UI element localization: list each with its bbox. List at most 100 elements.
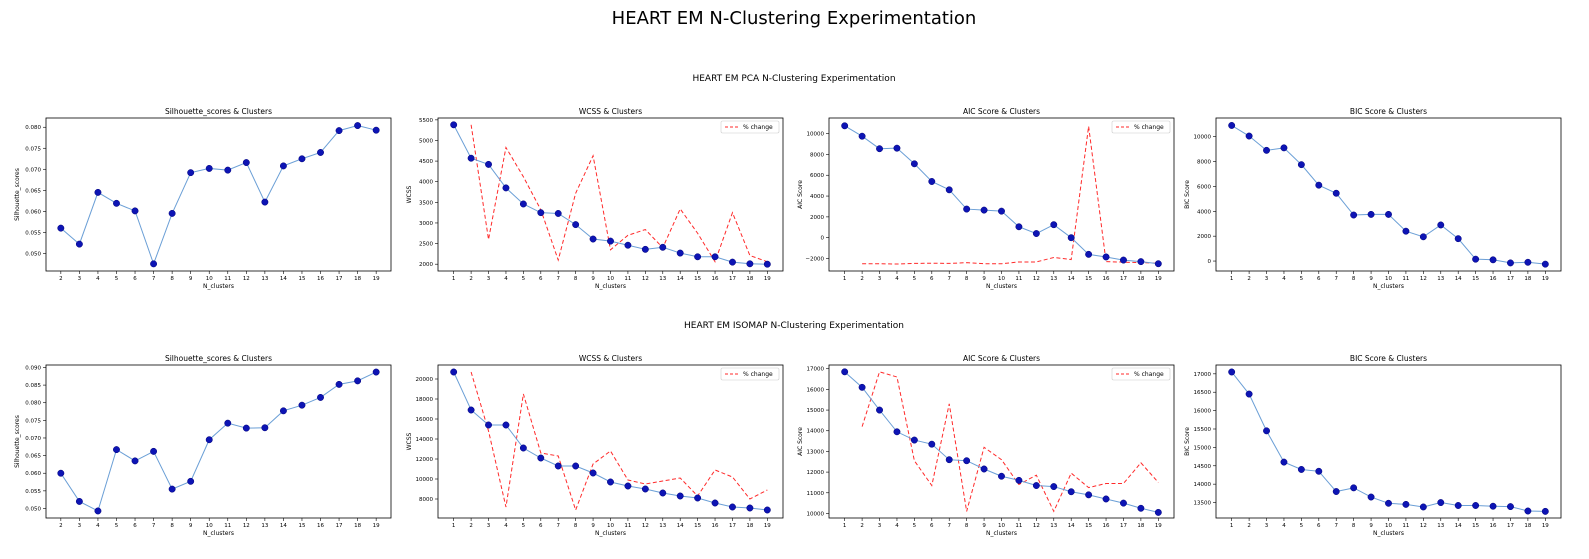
data-point <box>224 166 232 174</box>
y-tick-label: 3500 <box>419 200 433 206</box>
y-tick-label: 2000 <box>1197 234 1211 240</box>
x-tick-label: 10 <box>998 276 1005 282</box>
x-tick-label: 5 <box>115 276 119 282</box>
x-tick-label: 16 <box>1103 523 1110 529</box>
x-tick-label: 13 <box>261 523 268 529</box>
x-tick-label: 12 <box>243 276 250 282</box>
x-axis-label: N_clusters <box>595 530 626 537</box>
data-point <box>1454 502 1462 509</box>
data-point <box>729 258 736 266</box>
x-tick-label: 6 <box>930 276 934 282</box>
legend-box <box>720 120 780 134</box>
x-tick-label: 7 <box>1334 276 1338 282</box>
data-point <box>242 424 250 432</box>
x-tick-label: 6 <box>1317 523 1321 529</box>
x-tick-label: 3 <box>878 276 882 282</box>
x-tick-label: 18 <box>354 276 361 282</box>
x-tick-label: 9 <box>189 523 193 529</box>
y-tick-label: 2000 <box>810 215 824 221</box>
axes-frame <box>45 364 392 519</box>
data-point <box>1137 504 1145 512</box>
x-tick-label: 10 <box>1385 276 1392 282</box>
data-point <box>168 209 176 217</box>
x-tick-label: 12 <box>243 523 250 529</box>
y-tick-label: 17000 <box>807 367 825 373</box>
data-point <box>763 506 771 514</box>
data-point <box>589 469 597 477</box>
x-tick-label: 17 <box>336 523 343 529</box>
series-line <box>60 371 377 512</box>
x-tick-label: 15 <box>1085 276 1092 282</box>
x-tick-label: 10 <box>998 523 1005 529</box>
x-tick-label: 19 <box>373 523 380 529</box>
x-tick-label: 15 <box>1472 276 1479 282</box>
x-tick-label: 5 <box>522 276 526 282</box>
data-point <box>1332 189 1340 197</box>
data-point <box>928 440 936 448</box>
y-tick-label: 16000 <box>807 387 825 393</box>
x-tick-label: 19 <box>1542 523 1549 529</box>
x-tick-label: 3 <box>1265 523 1269 529</box>
x-tick-label: 13 <box>659 276 666 282</box>
data-point <box>317 393 324 401</box>
data-point <box>1472 502 1480 509</box>
y-tick-label: 0.060 <box>25 471 41 477</box>
x-axis-label: N_clusters <box>1373 530 1404 537</box>
chart-title: WCSS & Clusters <box>579 107 642 116</box>
x-tick-label: 8 <box>574 523 578 529</box>
data-point <box>298 401 306 409</box>
data-point <box>354 377 362 385</box>
data-point <box>1050 483 1058 491</box>
x-tick-label: 2 <box>469 276 473 282</box>
data-point <box>711 253 719 261</box>
x-tick-label: 18 <box>1524 276 1531 282</box>
y-axis-label: Silhouette_scores <box>14 415 21 468</box>
x-tick-label: 3 <box>78 276 82 282</box>
x-tick-label: 19 <box>1155 523 1162 529</box>
x-tick-label: 14 <box>280 276 287 282</box>
y-tick-label: 4000 <box>419 180 433 186</box>
data-point <box>1085 491 1093 499</box>
data-point <box>1472 255 1480 263</box>
y-tick-label: 13500 <box>1194 501 1212 507</box>
x-tick-label: 15 <box>694 276 701 282</box>
x-tick-label: 4 <box>895 523 899 529</box>
data-point <box>94 188 102 196</box>
x-tick-label: 1 <box>843 276 847 282</box>
x-tick-label: 16 <box>712 276 719 282</box>
x-tick-label: 6 <box>133 276 137 282</box>
y-tick-label: 18000 <box>416 397 434 403</box>
data-point <box>659 243 667 251</box>
x-tick-label: 11 <box>1015 523 1022 529</box>
x-tick-label: 15 <box>298 523 305 529</box>
y-tick-label: 14000 <box>416 437 434 443</box>
y-tick-label: 14000 <box>1194 482 1212 488</box>
x-tick-label: 9 <box>591 523 595 529</box>
y-tick-label: 8000 <box>1197 160 1211 166</box>
data-point <box>910 436 918 444</box>
x-tick-label: 15 <box>1472 523 1479 529</box>
x-tick-label: 7 <box>1334 523 1338 529</box>
data-point <box>1385 210 1392 218</box>
data-point <box>1350 484 1358 492</box>
x-tick-label: 7 <box>947 523 951 529</box>
row-title-isomap: HEART EM ISOMAP N-Clustering Experimenta… <box>684 321 904 331</box>
data-point <box>242 159 250 167</box>
data-point <box>467 154 475 162</box>
x-tick-label: 16 <box>1103 276 1110 282</box>
y-tick-label: 2500 <box>419 242 433 248</box>
x-tick-label: 10 <box>1385 523 1392 529</box>
data-point <box>1315 467 1323 475</box>
x-tick-label: 5 <box>913 523 917 529</box>
x-tick-label: 2 <box>1247 276 1251 282</box>
x-tick-label: 4 <box>1282 523 1286 529</box>
data-point <box>1032 230 1040 237</box>
data-point <box>910 160 918 168</box>
y-tick-label: 3000 <box>419 221 433 227</box>
data-point <box>1524 507 1532 515</box>
x-tick-label: 16 <box>712 523 719 529</box>
data-point <box>1489 256 1497 264</box>
x-tick-label: 16 <box>1490 276 1497 282</box>
data-point <box>963 457 971 465</box>
